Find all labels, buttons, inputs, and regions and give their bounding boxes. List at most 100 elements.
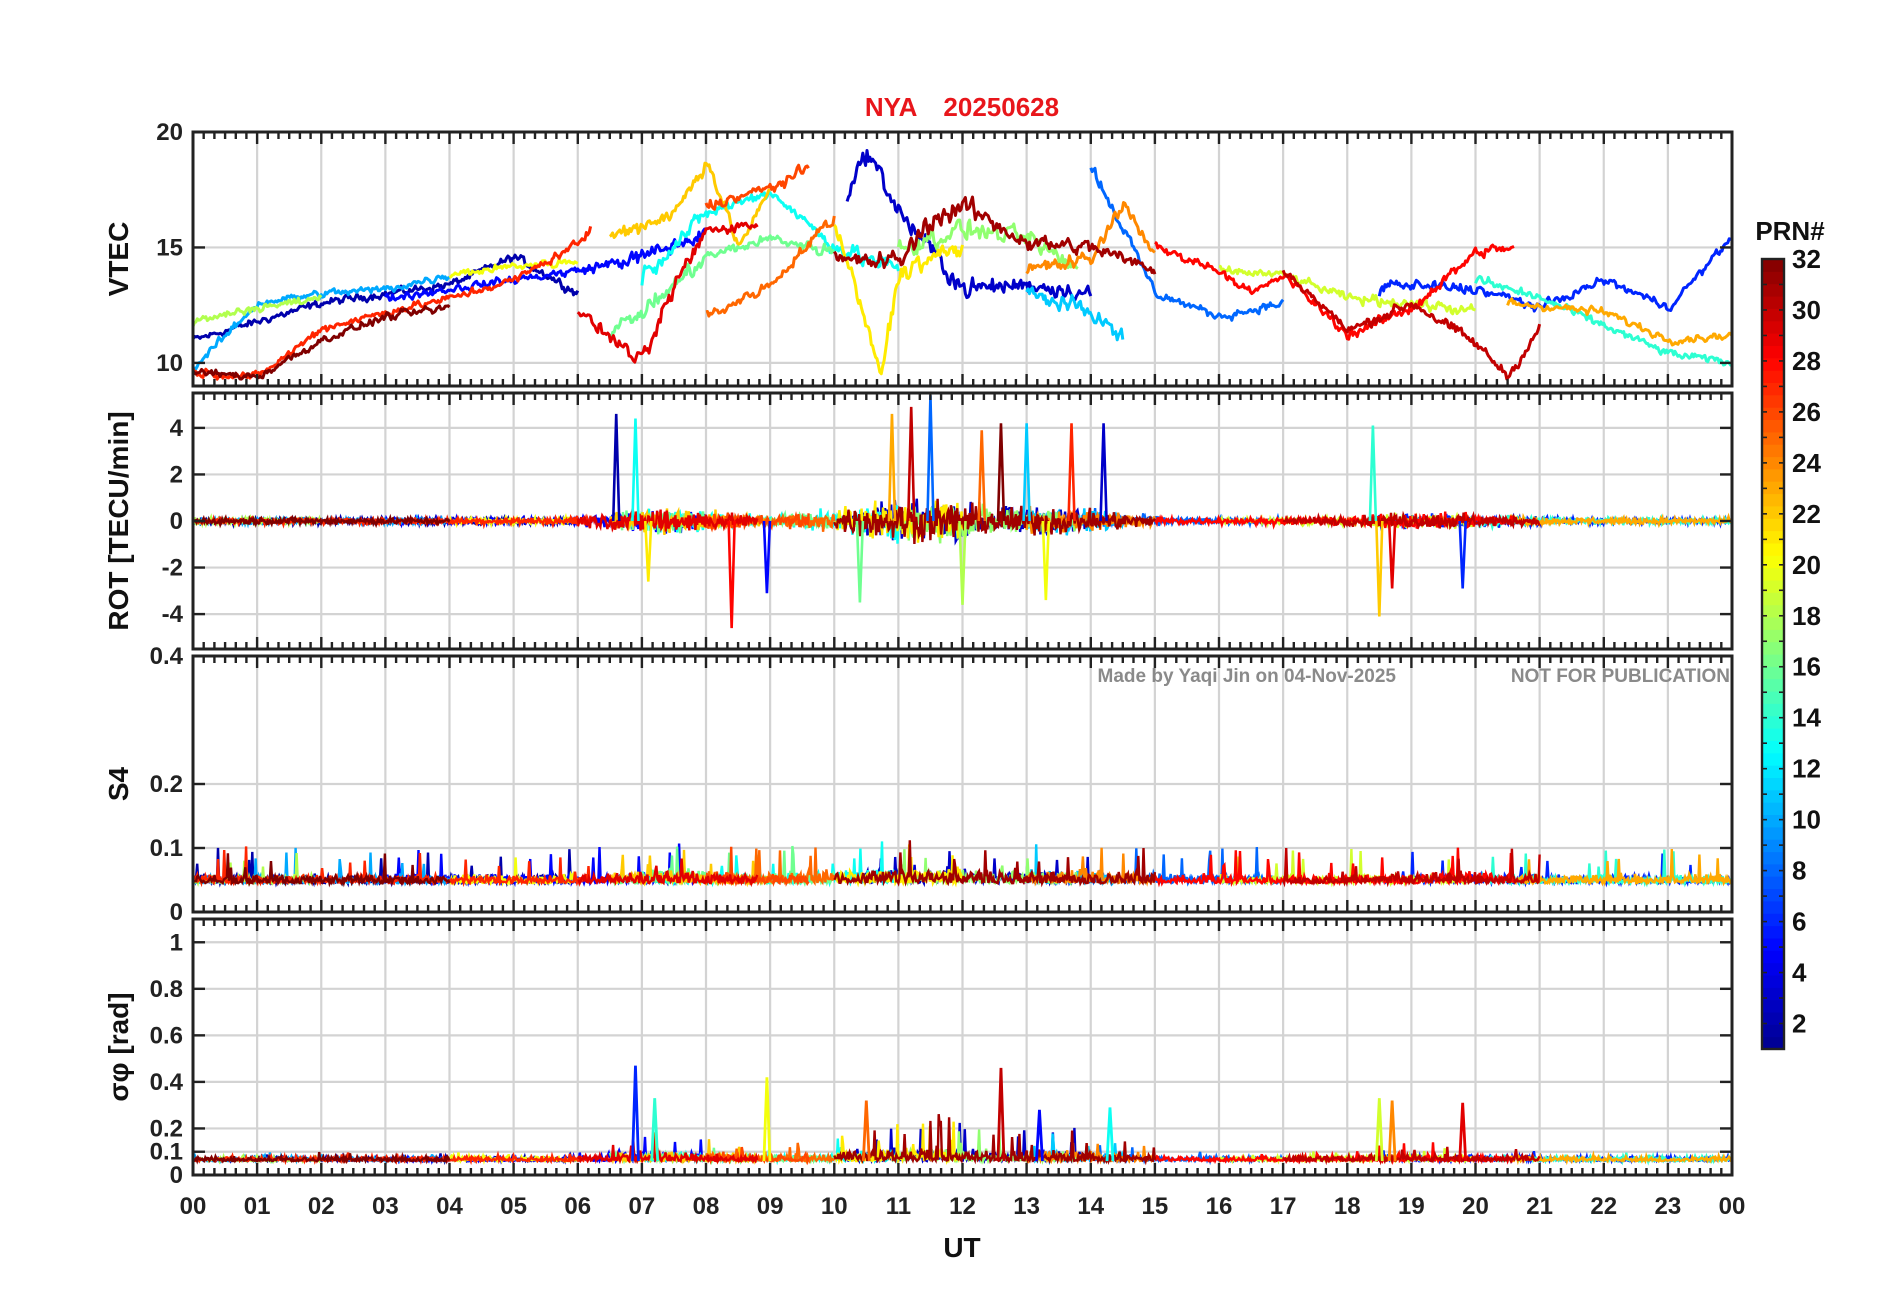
x-tick-label: 00 — [1719, 1193, 1746, 1220]
s4-line-prn-32 — [193, 853, 451, 888]
vtec-line-prn-22 — [608, 161, 771, 246]
colorbar-tick-label: 10 — [1792, 805, 1821, 835]
rot-line-prn-32 — [193, 513, 451, 529]
vtec-line-prn-3 — [845, 149, 1093, 302]
rot-spike — [631, 418, 640, 522]
colorbar-tick-label: 22 — [1792, 499, 1821, 529]
vtec-line-prn-13 — [640, 190, 900, 286]
colorbar-tick-label: 6 — [1792, 907, 1806, 937]
y-tick-label: 0.1 — [150, 1139, 183, 1166]
colorbar-segment — [1762, 456, 1784, 470]
colorbar-segment — [1762, 542, 1784, 556]
colorbar-segment — [1762, 1012, 1784, 1025]
colorbar-segment — [1762, 308, 1784, 322]
sigma-spike — [1374, 1098, 1384, 1162]
sigma-line-prn-30 — [1282, 1146, 1541, 1166]
x-tick-label: 05 — [500, 1193, 527, 1220]
colorbar-segment — [1762, 592, 1784, 606]
colorbar-segment — [1762, 678, 1784, 692]
colorbar-segment — [1762, 567, 1784, 581]
colorbar-tick-label: 2 — [1792, 1009, 1806, 1039]
colorbar-segment — [1762, 444, 1784, 458]
colorbar-segment — [1762, 876, 1784, 890]
y-tick-label: 0 — [170, 1162, 183, 1189]
colorbar-tick-label: 8 — [1792, 856, 1806, 886]
colorbar-segment — [1762, 296, 1784, 309]
x-tick-label: 10 — [821, 1193, 848, 1220]
colorbar-segment — [1762, 839, 1784, 853]
vtec-line-prn-2 — [193, 253, 580, 340]
colorbar-segment — [1762, 752, 1784, 766]
x-tick-label: 11 — [886, 1193, 911, 1220]
vtec-line-prn-20 — [448, 257, 579, 279]
colorbar-segment — [1762, 1024, 1784, 1038]
rot-spike — [1099, 423, 1108, 522]
colorbar-segment — [1762, 370, 1784, 383]
x-tick-label: 22 — [1590, 1193, 1617, 1220]
colorbar-segment — [1762, 703, 1784, 717]
rot-spike — [1067, 423, 1076, 522]
colorbar-segment — [1762, 345, 1784, 359]
colorbar-segment — [1762, 518, 1784, 532]
colorbar-segment — [1762, 987, 1784, 1001]
colorbar-title: PRN# — [1755, 216, 1825, 246]
rot-line-prn-23 — [1506, 512, 1732, 529]
sigma-line-prn-23 — [1506, 1150, 1732, 1166]
x-tick-label: 23 — [1655, 1193, 1682, 1220]
y-tick-label: -4 — [162, 601, 184, 628]
rot-line-prn-29 — [576, 508, 759, 533]
colorbar-segment — [1762, 913, 1784, 927]
x-tick-label: 13 — [1013, 1193, 1040, 1220]
vtec-line-prn-11 — [1025, 286, 1125, 342]
rot-spike — [611, 413, 621, 522]
rot-spike — [926, 395, 935, 522]
vtec-line-prn-5 — [384, 227, 707, 302]
x-tick-label: 08 — [693, 1193, 720, 1220]
sigma-line-prn-28 — [1154, 1142, 1515, 1166]
colorbar-segment — [1762, 505, 1784, 519]
vtec-line-prn-14 — [1474, 274, 1732, 367]
vtec-line-prn-24 — [1025, 201, 1156, 275]
x-tick-label: 06 — [564, 1193, 591, 1220]
s4-line-prn-23 — [1506, 849, 1732, 887]
s4-line-prn-30 — [1281, 848, 1541, 888]
colorbar-tick-label: 16 — [1792, 652, 1821, 682]
x-tick-label: 21 — [1526, 1193, 1553, 1220]
colorbar-segment — [1762, 888, 1784, 902]
x-tick-label: 00 — [180, 1193, 207, 1220]
data-lines — [193, 149, 1732, 1166]
rot-spike — [1387, 520, 1397, 589]
sigma-spike — [1035, 1109, 1044, 1162]
y-tick-label: 4 — [170, 415, 184, 442]
vtec-line-prn-26 — [704, 163, 810, 211]
vtec-line-prn-27 — [193, 226, 593, 381]
rot-spike — [996, 423, 1006, 522]
sigma-spike — [762, 1077, 772, 1162]
colorbar-segment — [1762, 802, 1784, 815]
y-tick-label: 0.4 — [150, 1069, 184, 1096]
colorbar-tick-label: 28 — [1792, 346, 1821, 376]
rot-spike — [1022, 423, 1031, 522]
sigma-spike — [1458, 1102, 1468, 1162]
y-tick-label: 15 — [156, 234, 183, 261]
y-tick-label: 2 — [170, 461, 183, 488]
colorbar-segment — [1762, 654, 1784, 667]
rot-spike — [977, 430, 987, 522]
y-axis-label-s4: S4 — [103, 766, 134, 801]
colorbar-segment — [1762, 604, 1784, 618]
watermark-author: Made by Yaqi Jin on 04-Nov-2025 — [1098, 666, 1397, 687]
vtec-line-prn-10 — [193, 274, 450, 372]
colorbar-segment — [1762, 851, 1784, 865]
y-tick-label: 0.1 — [150, 835, 183, 862]
vtec-line-prn-16 — [609, 234, 835, 342]
sigma-spike — [631, 1065, 640, 1162]
colorbar-segment — [1762, 617, 1784, 630]
y-tick-label: 0.8 — [150, 976, 183, 1003]
colorbar-segment — [1762, 530, 1784, 544]
rot-spike — [762, 520, 772, 594]
x-tick-label: 07 — [629, 1193, 656, 1220]
x-tick-label: 19 — [1398, 1193, 1425, 1220]
